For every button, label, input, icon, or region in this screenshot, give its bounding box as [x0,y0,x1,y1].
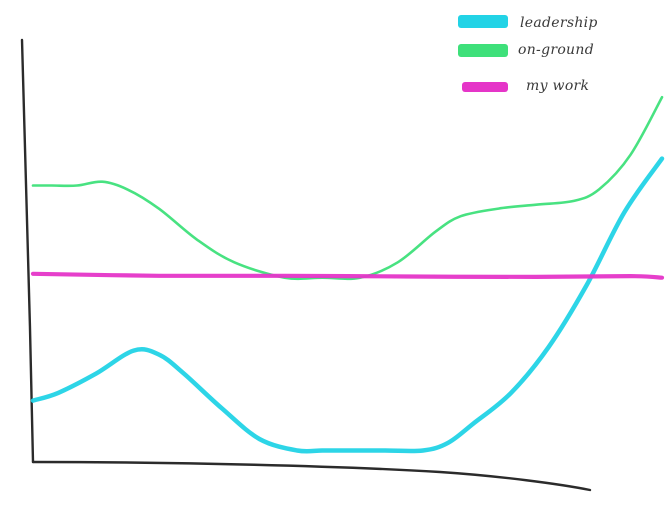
legend-label-leadership: leadership [520,15,598,31]
series-line-leadership [30,156,665,454]
series-group [30,95,665,454]
x-axis-line [31,460,592,492]
legend-label-on-ground: on-ground [518,42,594,58]
legend: leadership on-ground my work [458,15,598,94]
axes [20,38,592,492]
legend-swatch-my-work [462,82,508,92]
legend-label-my-work: my work [526,78,589,94]
series-line-my-work [30,271,665,280]
series-line-on-ground [31,95,664,281]
legend-swatch-on-ground [458,44,508,57]
legend-swatch-leadership [458,15,508,28]
y-axis-line [20,38,35,464]
